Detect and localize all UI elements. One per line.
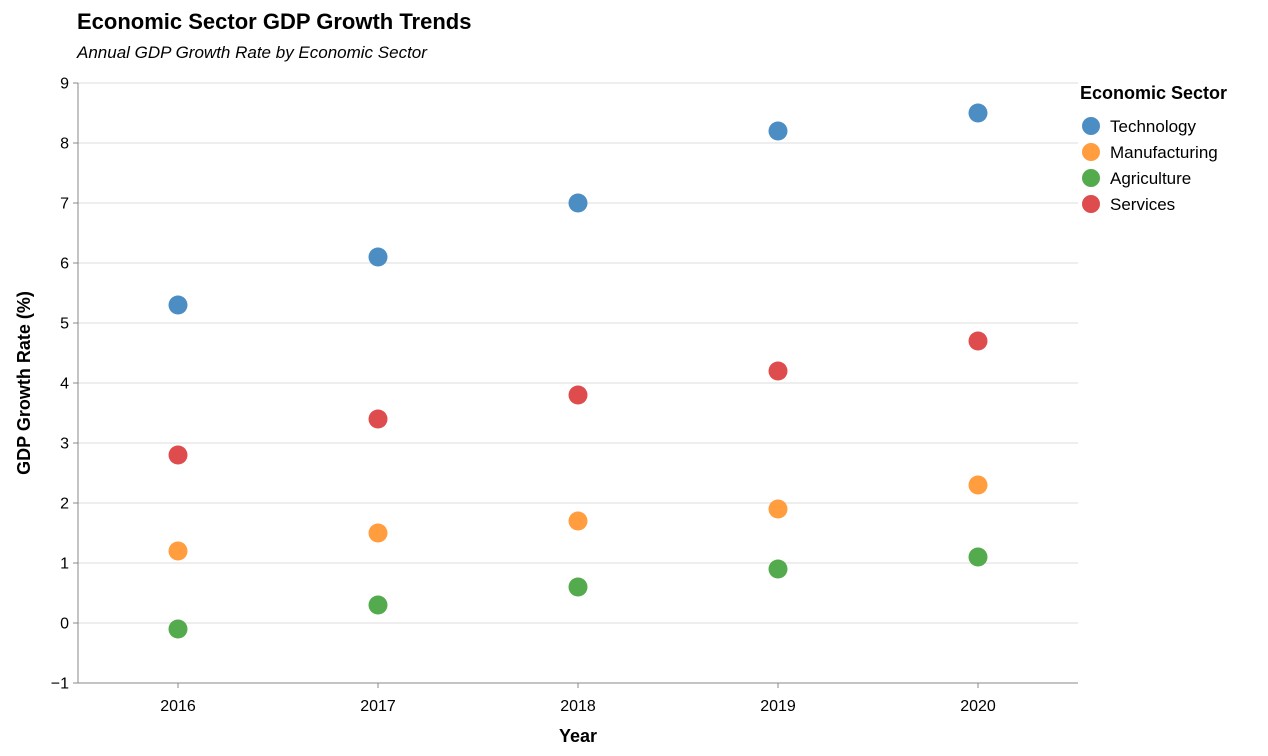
x-tick-label: 2020 (960, 698, 996, 715)
data-point-manufacturing (368, 523, 388, 543)
legend-label-agriculture: Agriculture (1110, 169, 1191, 188)
axes: −1 0 1 2 3 4 5 6 7 8 9 2016 2017 2018 2019 2020 (51, 76, 1078, 715)
data-point-technology (768, 121, 788, 141)
data-point-technology (968, 103, 988, 123)
data-point-agriculture (568, 577, 588, 597)
y-tick-label: 9 (60, 76, 69, 93)
legend-label-technology: Technology (1110, 117, 1197, 136)
y-tick-label: 7 (60, 196, 69, 213)
y-tick-label: 4 (60, 376, 69, 393)
y-tick-label: 2 (60, 496, 69, 513)
x-tick-label: 2017 (360, 698, 396, 715)
data-point-manufacturing (168, 541, 188, 561)
y-tick-label: −1 (51, 676, 69, 693)
data-point-agriculture (968, 547, 988, 567)
chart-subtitle: Annual GDP Growth Rate by Economic Secto… (76, 43, 428, 62)
legend-swatch-services (1082, 195, 1100, 213)
x-tick-label: 2018 (560, 698, 596, 715)
legend-swatch-manufacturing (1082, 143, 1100, 161)
y-axis-title: GDP Growth Rate (%) (14, 291, 34, 475)
data-point-technology (168, 295, 188, 315)
chart-title: Economic Sector GDP Growth Trends (77, 9, 471, 34)
legend-label-manufacturing: Manufacturing (1110, 143, 1218, 162)
x-axis-title: Year (559, 726, 597, 746)
legend-swatch-technology (1082, 117, 1100, 135)
data-point-services (568, 385, 588, 405)
data-point-manufacturing (568, 511, 588, 531)
y-tick-label: 6 (60, 256, 69, 273)
data-point-manufacturing (768, 499, 788, 519)
y-tick-label: 1 (60, 556, 69, 573)
legend-label-services: Services (1110, 195, 1175, 214)
x-tick-label: 2019 (760, 698, 796, 715)
data-point-agriculture (768, 559, 788, 579)
data-point-services (768, 361, 788, 381)
y-tick-label: 0 (60, 616, 69, 633)
y-tick-label: 5 (60, 316, 69, 333)
data-point-manufacturing (968, 475, 988, 495)
legend-title: Economic Sector (1080, 83, 1227, 103)
data-point-technology (368, 247, 388, 267)
y-tick-label: 3 (60, 436, 69, 453)
legend-swatch-agriculture (1082, 169, 1100, 187)
data-point-services (368, 409, 388, 429)
data-point-agriculture (368, 595, 388, 615)
y-tick-label: 8 (60, 136, 69, 153)
legend: Economic Sector Technology Manufacturing A… (1080, 83, 1227, 214)
data-point-agriculture (168, 619, 188, 639)
x-tick-label: 2016 (160, 698, 196, 715)
data-point-services (168, 445, 188, 465)
data-point-technology (568, 193, 588, 213)
data-point-services (968, 331, 988, 351)
data-points (168, 103, 988, 639)
